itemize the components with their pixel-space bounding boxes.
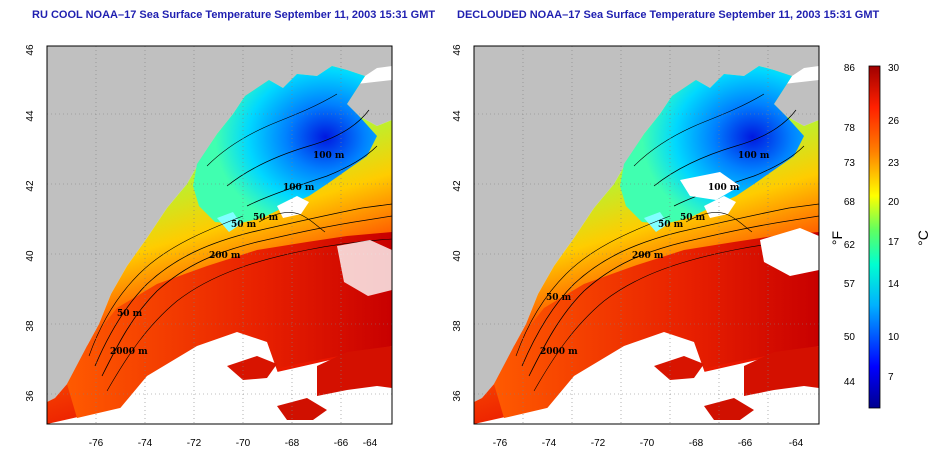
celsius-tick-label: 17 (888, 237, 900, 248)
right-map: 100 m 100 m 50 m 50 m 200 m 50 m 2000 m … (452, 44, 820, 449)
lon-tick-label: -76 (493, 438, 508, 449)
right-contour-labels: 100 m 100 m 50 m 50 m 200 m 50 m 2000 m (540, 151, 770, 357)
lat-tick-label: 46 (452, 44, 463, 56)
lon-tick-label: -64 (363, 438, 378, 449)
contour-label: 50 m (680, 213, 706, 223)
fahrenheit-tick-label: 68 (844, 197, 856, 208)
lon-tick-label: -68 (285, 438, 300, 449)
lon-tick-label: -72 (187, 438, 202, 449)
lat-tick-label: 44 (452, 110, 463, 122)
right-map-title: DECLOUDED NOAA–17 Sea Surface Temperatur… (457, 9, 880, 21)
right-lat-ticks: 36 38 40 42 44 46 (452, 44, 463, 402)
contour-label: 50 m (117, 309, 143, 319)
fahrenheit-unit-label: °F (829, 231, 845, 245)
lat-tick-label: 38 (452, 320, 463, 332)
celsius-tick-label: 26 (888, 116, 900, 127)
fahrenheit-tick-label: 50 (844, 332, 856, 343)
fahrenheit-tick-label: 78 (844, 123, 856, 134)
celsius-unit-label: °C (915, 230, 931, 246)
celsius-tick-label: 30 (888, 63, 900, 74)
lat-tick-label: 36 (25, 390, 36, 402)
lat-tick-label: 36 (452, 390, 463, 402)
lat-tick-label: 44 (25, 110, 36, 122)
contour-label: 200 m (209, 251, 241, 261)
fahrenheit-tick-label: 44 (844, 377, 856, 388)
fahrenheit-ticks: 86 78 73 68 62 57 50 44 (844, 63, 856, 388)
lon-tick-label: -74 (542, 438, 557, 449)
lon-tick-label: -76 (89, 438, 104, 449)
celsius-tick-label: 20 (888, 197, 900, 208)
contour-label: 200 m (632, 251, 664, 261)
left-contour-labels: 100 m 100 m 50 m 50 m 200 m 50 m 2000 m (110, 151, 345, 357)
contour-label: 100 m (283, 183, 315, 193)
lat-tick-label: 46 (25, 44, 36, 56)
right-lon-ticks: -76 -74 -72 -70 -68 -66 -64 (493, 438, 804, 449)
lat-tick-label: 42 (452, 180, 463, 192)
lon-tick-label: -66 (334, 438, 349, 449)
celsius-tick-label: 10 (888, 332, 900, 343)
celsius-tick-label: 23 (888, 158, 900, 169)
left-lat-ticks: 36 38 40 42 44 46 (25, 44, 36, 402)
left-lon-ticks: -76 -74 -72 -70 -68 -66 -64 (89, 438, 378, 449)
lat-tick-label: 40 (452, 250, 463, 262)
lat-tick-label: 42 (25, 180, 36, 192)
lon-tick-label: -64 (789, 438, 804, 449)
lon-tick-label: -66 (738, 438, 753, 449)
fahrenheit-tick-label: 57 (844, 279, 856, 290)
fahrenheit-tick-label: 73 (844, 158, 856, 169)
contour-label: 50 m (253, 213, 279, 223)
contour-label: 100 m (738, 151, 770, 161)
fahrenheit-tick-label: 62 (844, 240, 856, 251)
lon-tick-label: -74 (138, 438, 153, 449)
contour-label: 2000 m (110, 347, 148, 357)
colorbar: 86 78 73 68 62 57 50 44 30 26 23 20 17 1… (829, 63, 931, 409)
contour-label: 50 m (658, 220, 684, 230)
colorbar-gradient (868, 65, 881, 409)
contour-label: 50 m (231, 220, 257, 230)
contour-label: 2000 m (540, 347, 578, 357)
lon-tick-label: -70 (640, 438, 655, 449)
right-map-frame (473, 45, 820, 425)
celsius-ticks: 30 26 23 20 17 14 10 7 (888, 63, 900, 383)
contour-label: 100 m (708, 183, 740, 193)
left-map: 100 m 100 m 50 m 50 m 200 m 50 m 2000 m … (25, 44, 393, 449)
celsius-tick-label: 7 (888, 372, 894, 383)
lon-tick-label: -72 (591, 438, 606, 449)
lat-tick-label: 40 (25, 250, 36, 262)
contour-label: 50 m (546, 293, 572, 303)
celsius-tick-label: 14 (888, 279, 900, 290)
fahrenheit-tick-label: 86 (844, 63, 856, 74)
left-map-frame (46, 45, 393, 425)
contour-label: 100 m (313, 151, 345, 161)
lat-tick-label: 38 (25, 320, 36, 332)
left-map-title: RU COOL NOAA–17 Sea Surface Temperature … (32, 9, 436, 21)
lon-tick-label: -70 (236, 438, 251, 449)
lon-tick-label: -68 (689, 438, 704, 449)
